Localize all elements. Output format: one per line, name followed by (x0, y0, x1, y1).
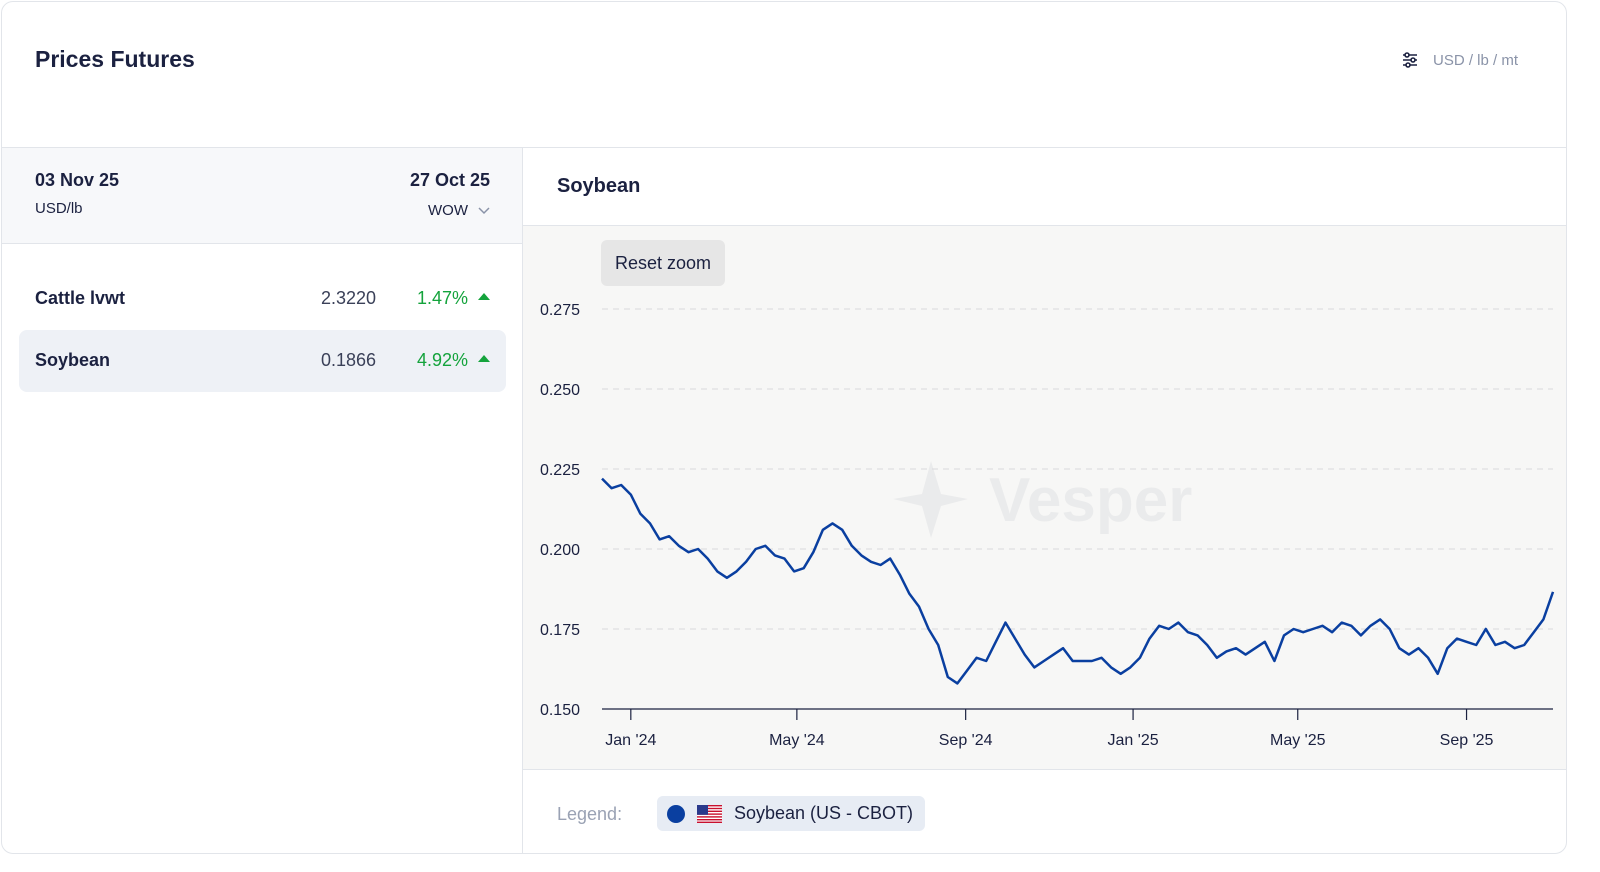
watermark-text: Vesper (989, 466, 1192, 535)
x-tick-label: Sep '25 (1440, 732, 1494, 749)
commodity-name: Soybean (35, 350, 111, 370)
chart-legend: Legend: Soybean (US - CBOT) (523, 770, 1566, 853)
table-row[interactable]: Soybean 0.1866 4.92% (19, 330, 506, 392)
compare-mode-label: WOW (428, 202, 468, 219)
chevron-down-icon (478, 206, 490, 214)
chart-header: Soybean (523, 148, 1566, 226)
x-tick-label: Jan '24 (605, 732, 656, 749)
y-tick-label: 0.225 (540, 462, 580, 479)
prices-futures-card: Prices Futures USD / lb / mt 03 Nov 25 U… (1, 1, 1567, 854)
commodity-price: 0.1866 (320, 350, 376, 370)
commodity-name: Cattle lvwt (35, 288, 126, 308)
price-table: 03 Nov 25 USD/lb 27 Oct 25 WOW Cattle lv… (2, 148, 523, 853)
y-tick-label: 0.200 (540, 542, 580, 559)
compare-date: 27 Oct 25 (409, 170, 490, 190)
table-row[interactable]: Cattle lvwt 2.3220 1.47% (19, 268, 506, 330)
commodity-change: 4.92% (416, 350, 468, 370)
star-logo-icon (893, 461, 968, 538)
y-tick-label: 0.150 (540, 702, 580, 719)
us-flag-icon (697, 804, 722, 823)
series-color-dot (667, 804, 685, 823)
y-tick-label: 0.275 (540, 302, 580, 319)
page-title: Prices Futures (35, 46, 195, 72)
units-label[interactable]: USD / lb / mt (1432, 51, 1518, 69)
watermark-logo: Vesper (893, 461, 1192, 538)
sliders-icon[interactable] (1401, 51, 1419, 69)
x-tick-label: May '25 (1270, 732, 1326, 749)
reset-zoom-bg (601, 240, 725, 286)
chart-title: Soybean (557, 175, 641, 197)
y-tick-label: 0.175 (540, 622, 580, 639)
reset-zoom-button[interactable]: Reset zoom (601, 240, 725, 286)
legend-item-label: Soybean (US - CBOT) (734, 803, 914, 823)
compare-mode-dropdown[interactable]: WOW (428, 202, 490, 219)
legend-item-soybean[interactable]: Soybean (US - CBOT) (657, 796, 926, 831)
chart-panel: Soybean Vesper 0.150 0.175 0.200 0.225 0.250 0… (523, 148, 1566, 853)
arrow-up-icon (478, 355, 490, 362)
current-date: 03 Nov 25 (35, 170, 120, 190)
commodity-price: 2.3220 (320, 288, 376, 308)
legend-label: Legend: (557, 804, 623, 824)
price-unit: USD/lb (35, 200, 83, 217)
reset-zoom-label: Reset zoom (615, 253, 711, 273)
x-tick-label: Jan '25 (1108, 732, 1159, 749)
chart-area: Vesper 0.150 0.175 0.200 0.225 0.250 0.275 Jan … (523, 226, 1566, 770)
card-header: Prices Futures USD / lb / mt (2, 2, 1566, 148)
commodity-change: 1.47% (416, 288, 468, 308)
arrow-up-icon (478, 293, 490, 300)
price-chart[interactable]: Vesper 0.150 0.175 0.200 0.225 0.250 0.275 Jan … (523, 226, 1567, 770)
table-header: 03 Nov 25 USD/lb 27 Oct 25 WOW (2, 148, 522, 244)
y-tick-label: 0.250 (540, 382, 580, 399)
series-line-soybean (601, 477, 1555, 685)
x-tick-label: May '24 (769, 732, 825, 749)
units-selector[interactable]: USD / lb / mt (1401, 51, 1518, 69)
x-tick-label: Sep '24 (939, 732, 993, 749)
